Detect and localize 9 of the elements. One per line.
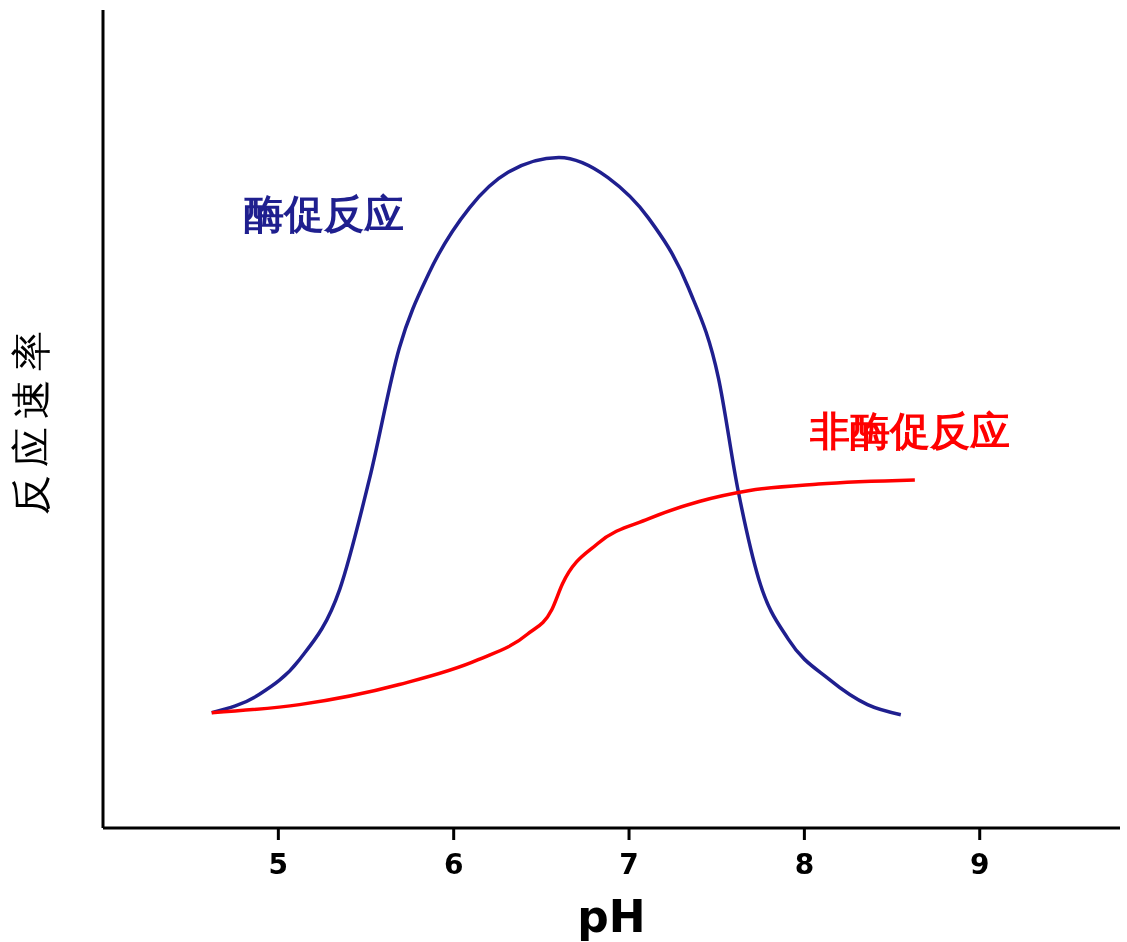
y-axis-title: 反应速率: [8, 323, 55, 515]
series-label: 非酶促反应: [808, 408, 1010, 455]
series-label: 酶促反应: [243, 190, 404, 237]
x-tick-label: 5: [268, 847, 289, 881]
x-tick-label: 7: [619, 847, 639, 881]
x-tick-label: 8: [794, 847, 815, 881]
x-tick-label: 9: [969, 847, 990, 881]
x-tick-label: 6: [443, 847, 464, 881]
x-axis-title: pH: [577, 891, 646, 942]
